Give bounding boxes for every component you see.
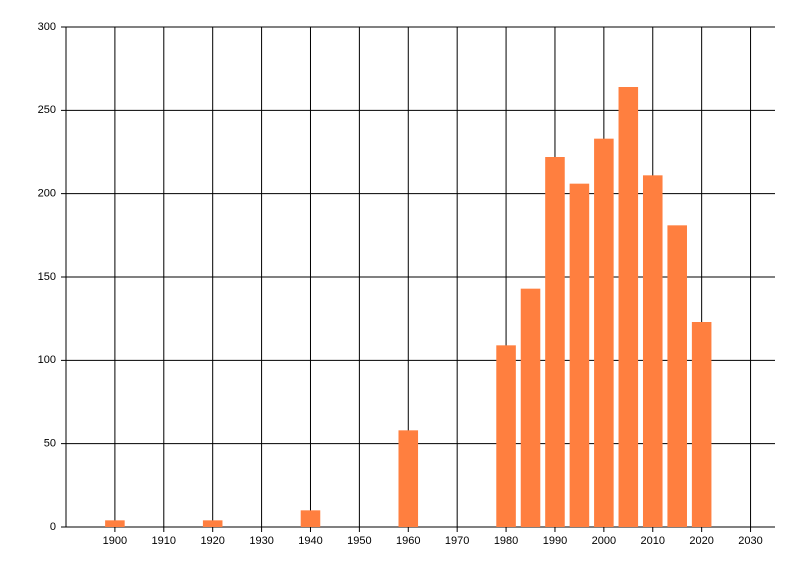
y-tick-label: 100 bbox=[38, 354, 56, 366]
bar bbox=[667, 225, 687, 528]
x-tick-label: 1930 bbox=[249, 535, 273, 547]
x-tick-label: 1910 bbox=[152, 535, 176, 547]
x-tick-label: 2030 bbox=[738, 535, 762, 547]
x-tick-label: 1920 bbox=[200, 535, 224, 547]
x-tick-label: 2010 bbox=[641, 535, 665, 547]
x-tick-label: 1980 bbox=[494, 535, 518, 547]
bar bbox=[105, 520, 125, 527]
bar bbox=[545, 157, 565, 527]
x-tick-label: 1900 bbox=[103, 535, 127, 547]
y-tick-label: 200 bbox=[38, 188, 56, 200]
x-tick-label: 1970 bbox=[445, 535, 469, 547]
y-tick-label: 300 bbox=[38, 21, 56, 33]
y-tick-label: 250 bbox=[38, 104, 56, 116]
bar bbox=[594, 138, 614, 527]
bar bbox=[398, 430, 419, 527]
bar bbox=[618, 87, 639, 527]
bar bbox=[300, 510, 321, 527]
bar bbox=[520, 288, 541, 527]
y-tick-label: 150 bbox=[38, 271, 56, 283]
y-tick-label: 50 bbox=[44, 438, 56, 450]
bar bbox=[691, 322, 712, 527]
bar bbox=[496, 345, 516, 527]
x-tick-label: 1940 bbox=[298, 535, 322, 547]
bar bbox=[569, 183, 590, 527]
y-tick-label: 0 bbox=[50, 521, 56, 533]
x-tick-label: 2020 bbox=[689, 535, 713, 547]
x-tick-label: 1950 bbox=[347, 535, 371, 547]
bar bbox=[642, 175, 663, 528]
x-tick-label: 1990 bbox=[543, 535, 567, 547]
x-tick-label: 2000 bbox=[592, 535, 616, 547]
bar bbox=[202, 520, 223, 527]
x-tick-label: 1960 bbox=[396, 535, 420, 547]
